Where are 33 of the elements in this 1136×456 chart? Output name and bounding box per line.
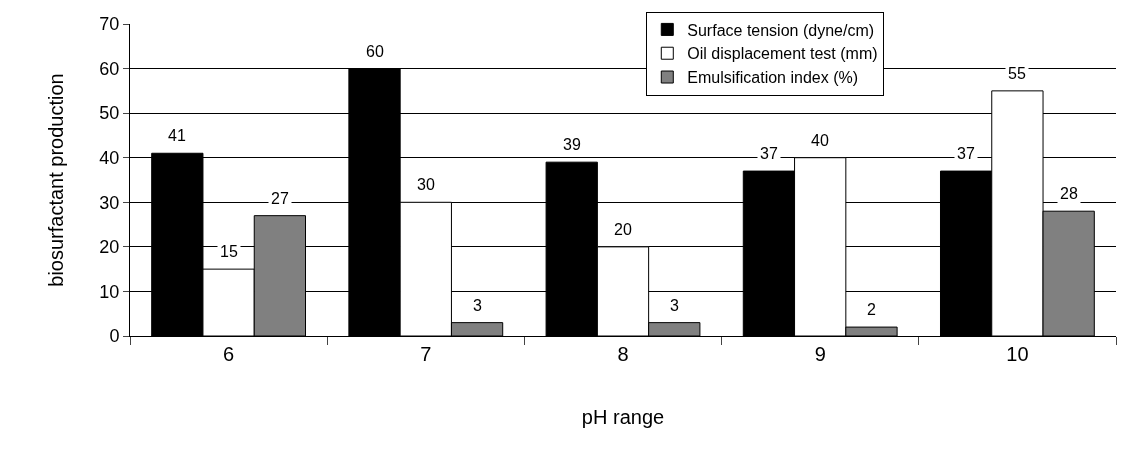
x-tick-label: 10 (1006, 343, 1029, 365)
y-tick-label: 60 (99, 58, 120, 79)
y-tick-label: 50 (99, 103, 120, 124)
y-tick-label: 10 (99, 281, 120, 302)
data-label: 3 (670, 297, 679, 314)
legend-label: Surface tension (dyne/cm) (687, 21, 875, 39)
data-label: 60 (366, 43, 384, 60)
y-tick-label: 70 (99, 14, 120, 35)
x-axis-title: pH range (581, 405, 665, 428)
data-label: 3 (473, 297, 482, 314)
data-label: 28 (1060, 185, 1078, 202)
y-tick-label: 0 (109, 326, 120, 347)
y-axis-title: biosurfactant production (44, 73, 67, 287)
data-label: 39 (563, 136, 581, 153)
data-label: 55 (1008, 65, 1026, 82)
legend-label: Oil displacement test (mm) (687, 45, 878, 63)
data-label: 37 (957, 145, 975, 162)
data-label: 20 (614, 221, 632, 238)
y-tick-label: 20 (99, 237, 120, 258)
data-label: 40 (811, 132, 829, 149)
data-label: 27 (271, 190, 289, 207)
data-label: 30 (417, 176, 435, 193)
x-tick-label: 8 (617, 343, 629, 365)
x-tick-label: 9 (814, 343, 826, 365)
data-label: 15 (220, 243, 238, 260)
legend-label: Emulsification index (%) (687, 69, 859, 87)
x-tick-label: 6 (223, 343, 235, 365)
data-label: 2 (867, 301, 876, 318)
y-tick-label: 40 (99, 148, 120, 169)
x-tick-label: 7 (420, 343, 432, 365)
data-label: 37 (760, 145, 778, 162)
data-label: 41 (168, 127, 186, 144)
y-tick-label: 30 (99, 192, 120, 213)
